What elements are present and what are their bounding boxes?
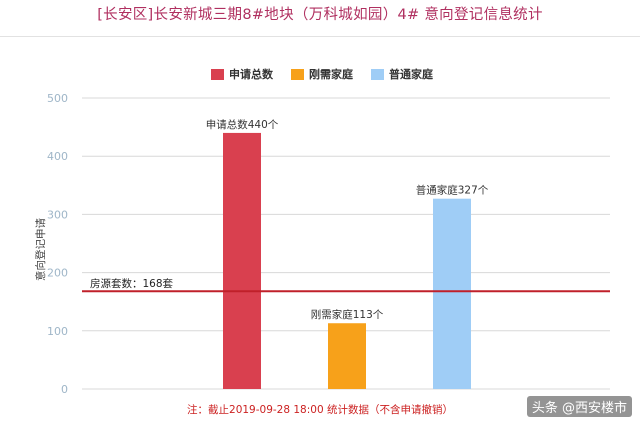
bar-1	[223, 132, 261, 390]
y-tick-label: 500	[47, 92, 68, 105]
reference-line-label: 房源套数：168套	[90, 277, 174, 290]
y-tick-label: 300	[47, 208, 68, 221]
legend: 申请总数 刚需家庭 普通家庭	[0, 67, 640, 83]
y-tick-label: 200	[47, 267, 68, 280]
bar-data-label: 普通家庭327个	[416, 184, 489, 197]
legend-swatch-total	[211, 69, 224, 80]
legend-swatch-rigid	[291, 69, 304, 80]
y-tick-label: 0	[61, 383, 68, 396]
y-tick-label: 100	[47, 325, 68, 338]
y-axis-label: 意向登记申请	[34, 218, 47, 281]
bar-data-label: 申请总数440个	[206, 118, 279, 131]
legend-swatch-ordinary	[371, 69, 384, 80]
bar-3	[433, 198, 471, 389]
legend-label-rigid: 刚需家庭	[309, 68, 353, 81]
legend-label-total: 申请总数	[229, 68, 273, 81]
bar-2	[328, 323, 366, 389]
legend-label-ordinary: 普通家庭	[389, 68, 433, 81]
y-tick-label: 400	[47, 150, 68, 163]
footnote: 注：截止2019-09-28 18:00 统计数据（不含申请撤销）	[187, 404, 453, 416]
title-bar: [长安区]长安新城三期8#地块（万科城如园）4# 意向登记信息统计	[0, 0, 640, 37]
watermark: 头条 @西安楼市	[526, 396, 632, 417]
chart-title: [长安区]长安新城三期8#地块（万科城如园）4# 意向登记信息统计	[97, 7, 543, 23]
bar-data-label: 刚需家庭113个	[311, 308, 384, 321]
